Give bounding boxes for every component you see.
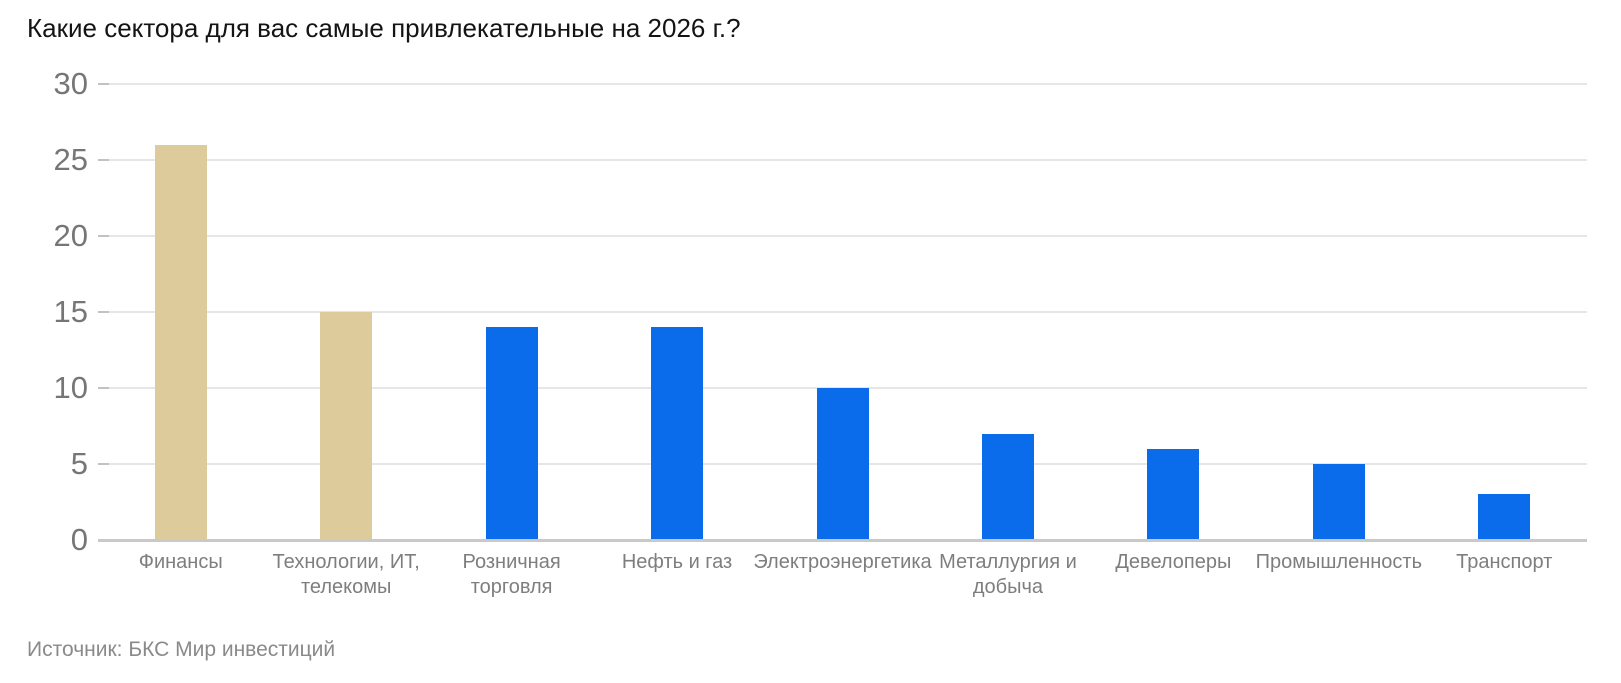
category-label: Нефть и газ [621,551,733,573]
category-label: Финансы [138,551,223,573]
category-label: Розничная торговля [462,551,561,598]
gridline [98,311,1587,313]
bar-8 [1478,494,1531,539]
category-label: Технологии, ИТ, телекомы [272,551,420,598]
bar-6 [1147,448,1200,539]
bar-1 [320,312,373,539]
gridline [98,159,1587,161]
axis-tick [98,463,109,465]
bar-3 [651,327,704,539]
y-axis-tick-label: 30 [53,66,88,101]
y-axis-tick-label: 5 [70,446,88,481]
category-label: Промышленность [1255,551,1423,573]
chart-title: Какие сектора для вас самые привлекатель… [27,13,741,43]
source-note: Источник: БКС Мир инвестиций [27,638,336,661]
axis-tick [98,235,109,237]
y-axis-tick-label: 20 [53,218,88,253]
gridline [98,83,1587,85]
bar-5 [981,433,1034,539]
bar-0 [154,144,207,539]
y-axis-tick-label: 10 [53,370,88,405]
bar-7 [1312,464,1365,539]
x-axis-line [98,539,1587,542]
bar-4 [816,388,869,539]
axis-tick [98,311,109,313]
category-label: Транспорт [1456,551,1553,573]
category-label: Девелоперы [1115,551,1232,573]
bar-2 [485,327,538,539]
axis-tick [98,159,109,161]
y-axis-tick-label: 25 [53,142,88,177]
axis-tick [98,83,109,85]
category-label: Электроэнергетика [753,551,932,573]
category-label: Металлургия и добыча [939,551,1077,598]
y-axis-tick-label: 0 [70,522,88,557]
gridline [98,235,1587,237]
axis-tick [98,387,109,389]
y-axis-tick-label: 15 [53,294,88,329]
